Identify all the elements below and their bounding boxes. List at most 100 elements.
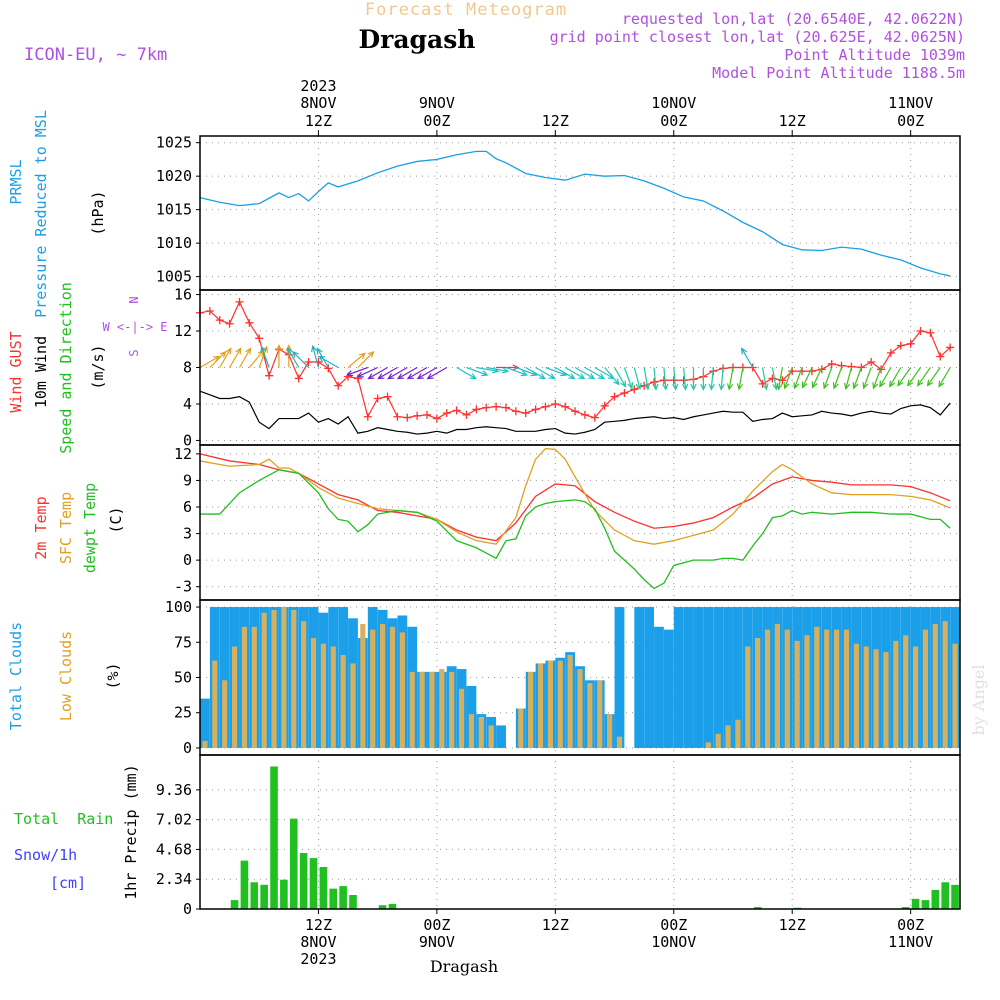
low-cloud-bar (587, 683, 593, 748)
wind-arrow-shaft (292, 351, 309, 368)
y-tick-label: 25 (174, 704, 192, 722)
ylabel-unit: (m/s) (89, 344, 107, 389)
wind-arrow-shaft (486, 366, 509, 372)
top-axis-hour: 00Z (897, 112, 924, 130)
gust-line (199, 300, 951, 420)
wind-arrow (466, 366, 489, 377)
low-cloud-bar (873, 649, 879, 748)
wind-arrow-head (700, 383, 707, 391)
wind-arrow-head (889, 380, 896, 388)
y-tick-label: 1025 (156, 134, 192, 152)
ylabel-dewpt-temp: dewpt Temp (81, 483, 99, 573)
low-cloud-bar (577, 669, 583, 748)
wind-arrow (832, 367, 843, 390)
wind-arrow-shaft (683, 367, 687, 390)
temp-line-2 (200, 469, 951, 590)
total-cloud-bar (703, 607, 714, 748)
wind-arrow-shaft (555, 366, 575, 380)
wind-arrow-head (345, 370, 354, 377)
precip-bar (270, 766, 278, 909)
precip-bar (388, 903, 397, 909)
low-cloud-bar (202, 740, 208, 748)
gridpoint-coords: grid point closest lon,lat (20.625E, 42.… (550, 28, 965, 46)
precip-bar (378, 905, 387, 909)
gust-marker (501, 403, 510, 412)
y-tick-label: 8 (183, 359, 192, 377)
wind-arrow-head (512, 364, 520, 371)
wind-arrow (708, 367, 715, 391)
low-cloud-bar (932, 623, 938, 748)
wind-arrow-shaft (917, 367, 931, 386)
gust-marker (541, 402, 550, 411)
y-tick-label: 50 (174, 669, 192, 687)
wind-arrow-head (235, 347, 242, 355)
total-cloud-bar (663, 629, 674, 748)
low-cloud-bar (764, 629, 771, 748)
total-cloud-bar (713, 607, 724, 748)
gust-marker (413, 411, 422, 420)
wind-arrow (594, 366, 616, 380)
wind-arrow (690, 367, 697, 391)
gust-marker (393, 412, 402, 421)
bottom-axis-date: 8NOV (300, 933, 336, 951)
wind-arrow (700, 367, 707, 391)
wind-arrow-head (538, 373, 546, 380)
gust-marker (620, 389, 629, 398)
wind-arrow-head (469, 373, 477, 380)
precip-bar (753, 907, 762, 909)
wind-arrow (311, 344, 320, 368)
wind-arrow (926, 367, 941, 387)
gust-marker (669, 376, 678, 385)
location-title: Dragash (359, 25, 476, 54)
wind-arrow-shaft (793, 367, 803, 389)
wind-arrow-shaft (643, 367, 649, 390)
compass-s: S (127, 349, 141, 356)
precip-bar (329, 888, 338, 909)
wind-arrow-shaft (614, 367, 627, 387)
low-cloud-bar (261, 612, 267, 748)
wind-arrow (238, 347, 252, 368)
gust-marker (600, 401, 609, 410)
low-cloud-bar (468, 714, 475, 748)
gust-marker (383, 392, 392, 401)
gust-marker (423, 410, 432, 419)
wind-arrow-head (736, 383, 744, 391)
total-cloud-bar (219, 607, 230, 748)
precip-bar (289, 818, 298, 909)
wind-arrow-shaft (653, 367, 657, 390)
wind-arrow-shaft (872, 367, 882, 389)
wind-arrow-head (568, 373, 576, 380)
low-cloud-bar (715, 733, 721, 748)
low-cloud-bar (360, 623, 366, 748)
top-axis-hour: 00Z (660, 112, 687, 130)
gust-marker (551, 399, 560, 408)
wind-arrow (872, 367, 882, 390)
wind-arrow (762, 367, 769, 391)
wind-arrow (736, 367, 744, 391)
top-axis-date: 10NOV (651, 94, 696, 112)
wind-arrow-head (219, 350, 227, 358)
low-cloud-bar (488, 725, 494, 748)
low-cloud-bar (557, 660, 563, 748)
bottom-axis-hour: 00Z (423, 916, 450, 934)
ylabel-unit: (%) (104, 662, 122, 689)
wind-arrow-shaft (456, 366, 476, 380)
wind-arrow-shaft (229, 348, 242, 368)
top-axis-hour: 12Z (305, 112, 332, 130)
ylabel-total-clouds: Total Clouds (7, 622, 25, 730)
wind-arrow-shaft (907, 367, 922, 386)
wind-arrow-shaft (584, 366, 605, 380)
low-cloud-bar (310, 638, 317, 748)
gust-marker (946, 343, 955, 352)
gust-marker (886, 348, 895, 357)
y-tick-label: 16 (174, 286, 192, 304)
wind-arrow-head (356, 371, 364, 378)
wind-arrow-head (406, 373, 414, 380)
precip-bar (309, 858, 318, 909)
low-cloud-bar (449, 671, 455, 748)
panel-frame (199, 135, 961, 291)
panel-frame (199, 444, 961, 601)
wind-arrow-head (852, 382, 859, 390)
